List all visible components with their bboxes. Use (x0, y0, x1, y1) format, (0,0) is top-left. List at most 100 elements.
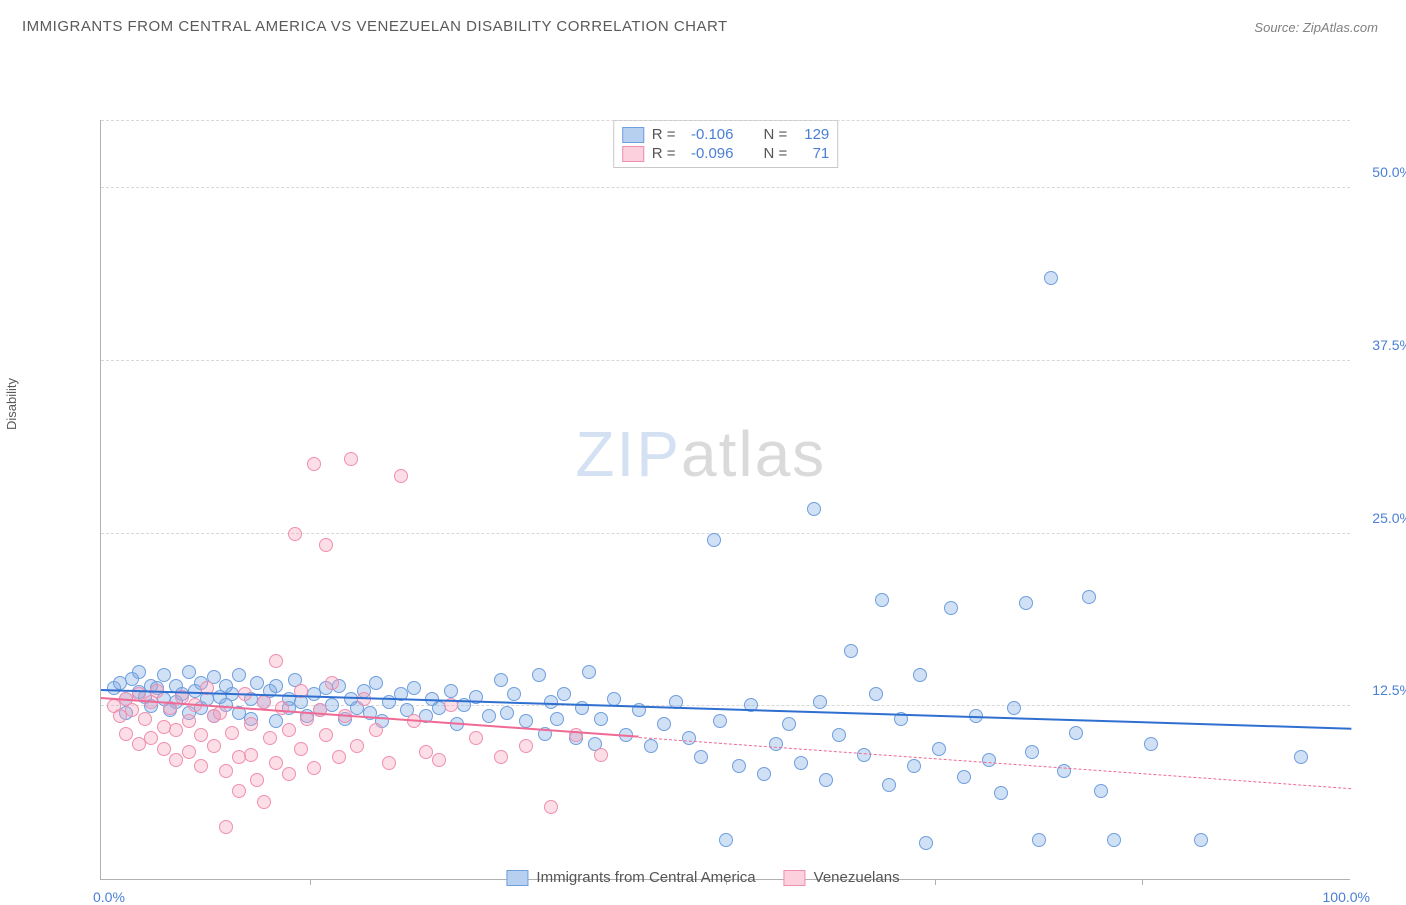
scatter-point (644, 739, 658, 753)
scatter-point (294, 742, 308, 756)
scatter-point (194, 759, 208, 773)
stats-row: R =-0.106N =129 (622, 125, 830, 144)
scatter-point (369, 723, 383, 737)
y-tick-label: 50.0% (1357, 164, 1406, 180)
scatter-point (1082, 590, 1096, 604)
scatter-point (157, 742, 171, 756)
scatter-point (1094, 784, 1108, 798)
source-value: ZipAtlas.com (1303, 20, 1378, 35)
scatter-point (369, 676, 383, 690)
gridline (101, 187, 1350, 188)
scatter-point (719, 833, 733, 847)
scatter-point (1107, 833, 1121, 847)
scatter-point (213, 706, 227, 720)
scatter-point (857, 748, 871, 762)
scatter-point (244, 717, 258, 731)
scatter-point (694, 750, 708, 764)
scatter-point (394, 469, 408, 483)
n-value: 71 (795, 145, 829, 162)
scatter-point (1194, 833, 1208, 847)
scatter-point (819, 773, 833, 787)
scatter-point (232, 784, 246, 798)
scatter-point (500, 706, 514, 720)
scatter-point (282, 767, 296, 781)
scatter-point (550, 712, 564, 726)
scatter-point (794, 756, 808, 770)
scatter-point (307, 761, 321, 775)
scatter-point (732, 759, 746, 773)
scatter-point (344, 452, 358, 466)
scatter-point (519, 739, 533, 753)
scatter-point (182, 714, 196, 728)
scatter-point (275, 701, 289, 715)
legend-swatch (506, 870, 528, 886)
legend-label: Immigrants from Central America (536, 869, 755, 886)
scatter-point (494, 673, 508, 687)
stats-box: R =-0.106N =129R =-0.096N =71 (613, 120, 839, 168)
scatter-point (957, 770, 971, 784)
scatter-point (1025, 745, 1039, 759)
scatter-point (407, 681, 421, 695)
y-tick-label: 12.5% (1357, 682, 1406, 698)
scatter-point (219, 764, 233, 778)
scatter-point (132, 665, 146, 679)
scatter-point (219, 820, 233, 834)
legend-item: Venezuelans (784, 869, 900, 886)
scatter-point (282, 723, 296, 737)
n-value: 129 (795, 126, 829, 143)
scatter-point (269, 756, 283, 770)
scatter-point (1007, 701, 1021, 715)
y-tick-label: 37.5% (1357, 337, 1406, 353)
scatter-point (194, 728, 208, 742)
r-value: -0.096 (684, 145, 734, 162)
scatter-point (257, 795, 271, 809)
gridline (101, 120, 1350, 121)
legend-label: Venezuelans (814, 869, 900, 886)
scatter-point (1019, 596, 1033, 610)
scatter-point (169, 723, 183, 737)
scatter-point (594, 712, 608, 726)
scatter-point (319, 728, 333, 742)
scatter-point (769, 737, 783, 751)
scatter-point (357, 692, 371, 706)
scatter-point (682, 731, 696, 745)
scatter-point (313, 703, 327, 717)
scatter-point (1069, 726, 1083, 740)
series-swatch (622, 146, 644, 162)
scatter-point (263, 731, 277, 745)
scatter-point (244, 748, 258, 762)
gridline (101, 360, 1350, 361)
scatter-point (125, 703, 139, 717)
scatter-point (813, 695, 827, 709)
scatter-point (757, 767, 771, 781)
legend-item: Immigrants from Central America (506, 869, 755, 886)
scatter-point (182, 665, 196, 679)
scatter-point (382, 756, 396, 770)
chart-title: IMMIGRANTS FROM CENTRAL AMERICA VS VENEZ… (22, 18, 728, 35)
legend-swatch (784, 870, 806, 886)
scatter-point (1032, 833, 1046, 847)
scatter-point (469, 731, 483, 745)
scatter-point (250, 676, 264, 690)
n-label: N = (764, 145, 788, 162)
scatter-point (182, 745, 196, 759)
scatter-point (807, 502, 821, 516)
scatter-point (994, 786, 1008, 800)
scatter-point (350, 739, 364, 753)
n-label: N = (764, 126, 788, 143)
scatter-point (169, 753, 183, 767)
scatter-point (869, 687, 883, 701)
scatter-point (507, 687, 521, 701)
x-minor-tick (1142, 879, 1143, 885)
scatter-point (225, 726, 239, 740)
scatter-point (288, 527, 302, 541)
scatter-point (707, 533, 721, 547)
scatter-point (713, 714, 727, 728)
y-tick-label: 25.0% (1357, 510, 1406, 526)
source-attribution: Source: ZipAtlas.com (1254, 20, 1378, 35)
scatter-point (913, 668, 927, 682)
scatter-point (919, 836, 933, 850)
r-value: -0.106 (684, 126, 734, 143)
scatter-point (582, 665, 596, 679)
trend-line (638, 737, 1351, 789)
